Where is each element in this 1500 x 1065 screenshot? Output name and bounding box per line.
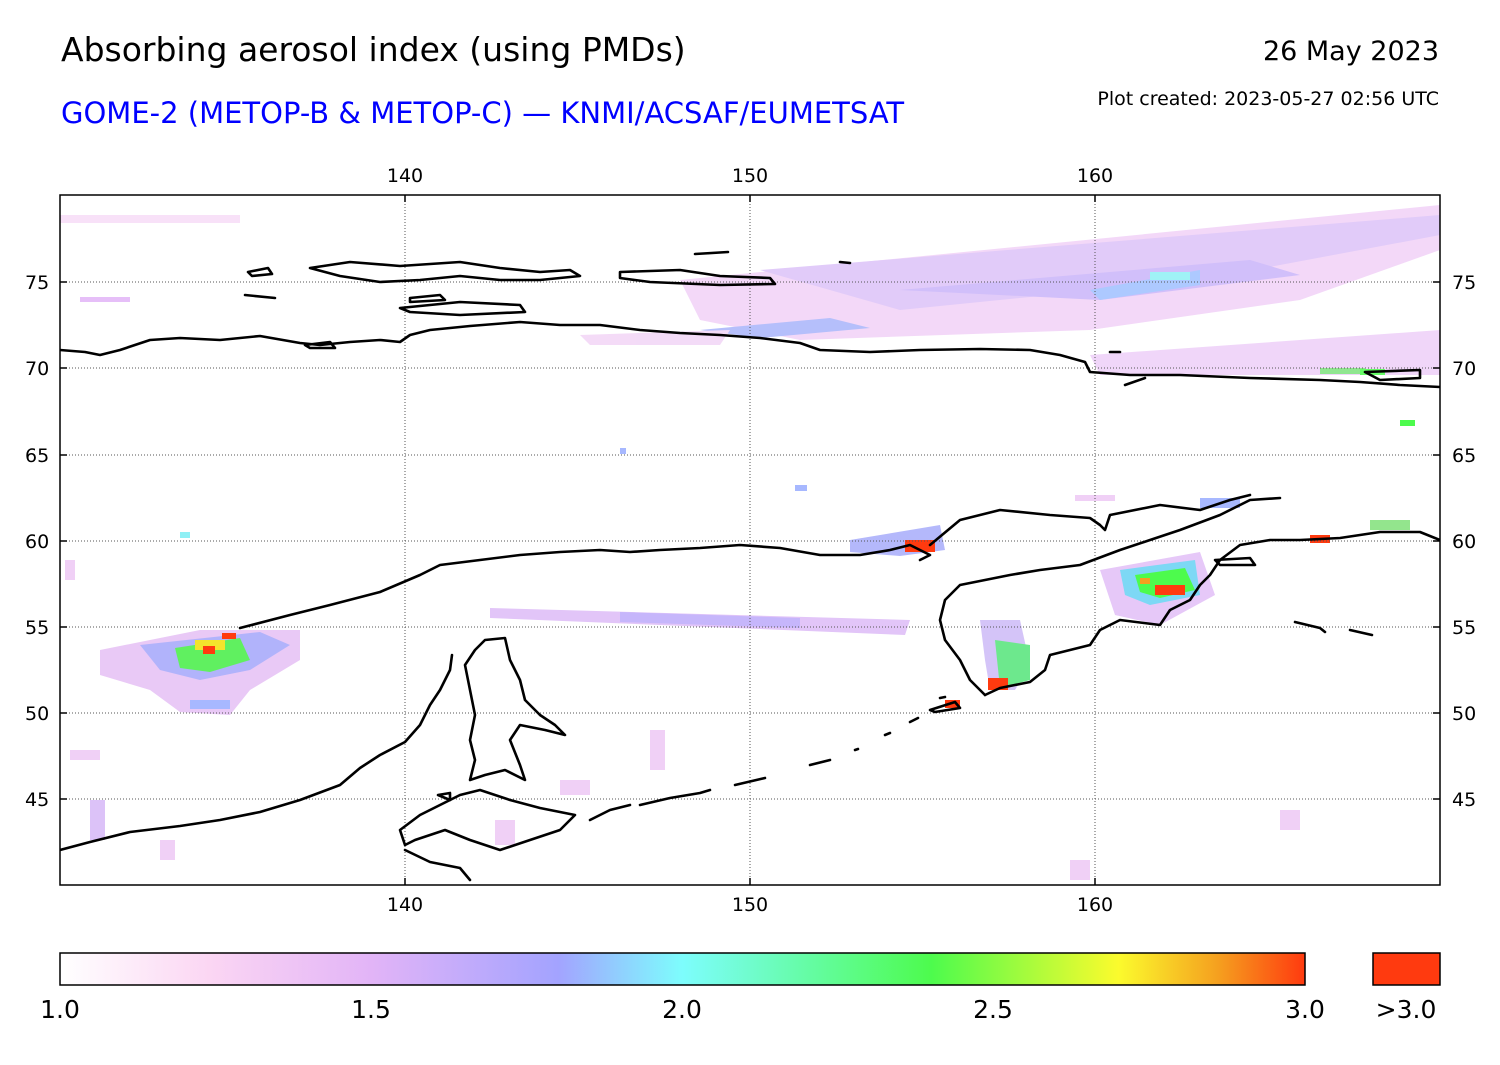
colorbar-overflow-box	[1372, 952, 1441, 986]
coastlines	[60, 250, 1440, 882]
colorbar-label: 1.5	[351, 995, 391, 1024]
lat-tick-label-right: 70	[1452, 358, 1476, 380]
colorbar-label: 2.0	[662, 995, 702, 1024]
lat-tick-label-left: 65	[25, 445, 49, 467]
plot-created: Plot created: 2023-05-27 02:56 UTC	[1097, 88, 1439, 110]
lon-tick-label-bottom: 160	[1077, 894, 1113, 916]
map-date: 26 May 2023	[1262, 36, 1439, 67]
lon-tick-label-top: 160	[1077, 165, 1113, 187]
lon-tick-label-top: 150	[732, 165, 768, 187]
map-title: Absorbing aerosol index (using PMDs)	[61, 30, 686, 69]
map-subtitle: GOME-2 (METOP-B & METOP-C) — KNMI/ACSAF/…	[61, 96, 905, 130]
colorbar-label: 1.0	[40, 995, 80, 1024]
lon-tick-label-top: 140	[387, 165, 423, 187]
lat-tick-label-right: 50	[1452, 703, 1476, 725]
lon-tick-label-bottom: 140	[387, 894, 423, 916]
kamchatka-hotspot	[945, 498, 1410, 708]
lat-tick-label-left: 50	[25, 703, 49, 725]
lat-tick-label-left: 75	[25, 272, 49, 294]
lat-tick-label-right: 45	[1452, 789, 1476, 811]
lat-tick-label-left: 60	[25, 531, 49, 553]
lat-tick-label-left: 55	[25, 617, 49, 639]
aerosol-field	[60, 205, 1440, 880]
colorbar	[59, 952, 1306, 986]
lon-tick-label-bottom: 150	[732, 894, 768, 916]
lat-tick-label-right: 55	[1452, 617, 1476, 639]
lat-tick-label-left: 70	[25, 358, 49, 380]
colorbar-overflow-label: >3.0	[1375, 995, 1437, 1024]
colorbar-label: 3.0	[1285, 995, 1325, 1024]
lat-tick-label-right: 75	[1452, 272, 1476, 294]
tick-marks	[60, 195, 1440, 885]
arctic-aerosol-band	[60, 205, 1440, 375]
colorbar-label: 2.5	[973, 995, 1013, 1024]
lat-tick-label-right: 60	[1452, 531, 1476, 553]
lat-tick-label-right: 65	[1452, 445, 1476, 467]
lat-tick-label-left: 45	[25, 789, 49, 811]
amur-hotspot	[100, 630, 300, 715]
